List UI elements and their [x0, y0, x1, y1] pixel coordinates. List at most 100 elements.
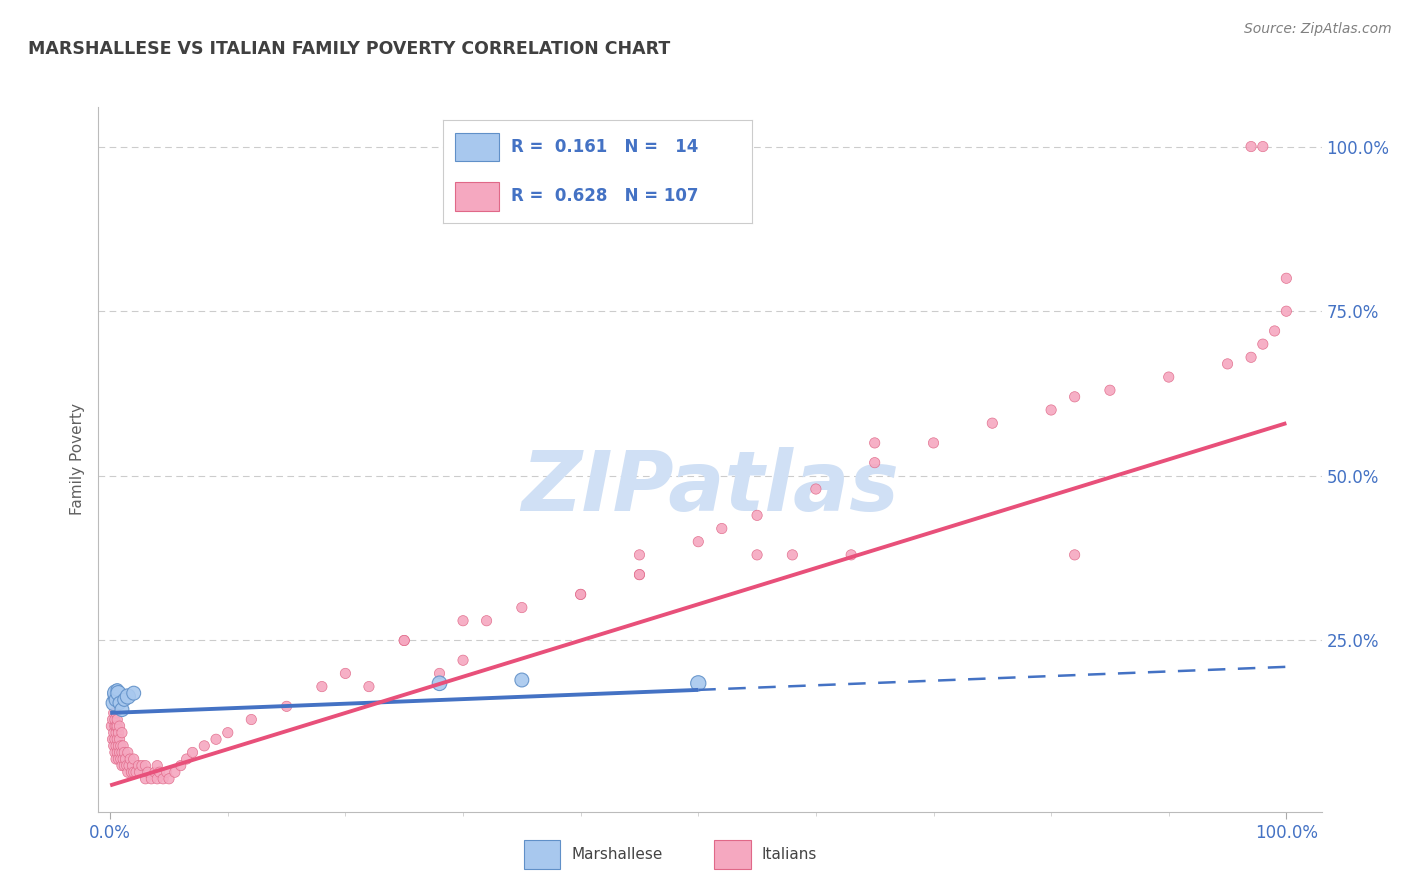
Point: [107, 739, 129, 753]
Point: [101, 732, 124, 747]
Point: [117, 765, 139, 780]
Point: [688, 676, 710, 690]
Point: [217, 725, 239, 739]
Point: [569, 587, 592, 601]
Point: [103, 696, 125, 710]
Text: Marshallese: Marshallese: [571, 847, 662, 862]
Point: [804, 482, 827, 496]
Point: [110, 752, 132, 766]
Point: [510, 673, 533, 687]
Point: [181, 746, 204, 760]
Point: [127, 758, 149, 772]
Point: [103, 739, 125, 753]
Point: [107, 752, 129, 766]
Point: [105, 692, 128, 706]
Point: [475, 614, 498, 628]
Point: [1098, 383, 1121, 397]
Point: [782, 548, 804, 562]
Point: [146, 758, 169, 772]
Point: [104, 713, 127, 727]
Point: [451, 653, 474, 667]
Point: [176, 752, 198, 766]
Point: [122, 765, 145, 780]
Point: [628, 567, 651, 582]
Point: [392, 633, 416, 648]
Point: [111, 758, 134, 772]
Text: ZIPatlas: ZIPatlas: [522, 447, 898, 528]
Point: [107, 725, 129, 739]
Point: [335, 666, 357, 681]
Point: [108, 746, 131, 760]
Point: [1216, 357, 1239, 371]
Point: [120, 765, 142, 780]
Point: [311, 680, 333, 694]
Point: [152, 772, 174, 786]
Point: [118, 758, 141, 772]
Point: [1240, 139, 1263, 153]
Point: [688, 534, 710, 549]
Point: [105, 713, 128, 727]
Point: [1157, 370, 1180, 384]
Point: [112, 746, 135, 760]
Point: [121, 758, 143, 772]
Point: [105, 682, 128, 697]
Point: [125, 765, 148, 780]
Point: [104, 746, 127, 760]
Point: [105, 725, 128, 739]
Point: [103, 706, 125, 720]
Point: [156, 765, 179, 780]
Text: Source: ZipAtlas.com: Source: ZipAtlas.com: [1244, 22, 1392, 37]
Point: [170, 758, 193, 772]
Point: [1240, 351, 1263, 365]
Point: [104, 690, 127, 704]
Text: MARSHALLESE VS ITALIAN FAMILY POVERTY CORRELATION CHART: MARSHALLESE VS ITALIAN FAMILY POVERTY CO…: [28, 40, 671, 58]
FancyBboxPatch shape: [456, 133, 499, 161]
Point: [205, 732, 228, 747]
Point: [122, 686, 145, 700]
Point: [136, 765, 159, 780]
Point: [111, 725, 134, 739]
Point: [112, 692, 135, 706]
Point: [429, 666, 451, 681]
Point: [745, 548, 768, 562]
Point: [710, 522, 733, 536]
Point: [103, 725, 125, 739]
Point: [105, 739, 128, 753]
Point: [451, 614, 474, 628]
Point: [569, 587, 592, 601]
Point: [1264, 324, 1286, 338]
FancyBboxPatch shape: [714, 840, 751, 869]
Point: [105, 746, 128, 760]
Point: [863, 436, 886, 450]
Point: [111, 746, 134, 760]
Point: [1275, 271, 1298, 285]
Point: [1251, 337, 1274, 351]
Point: [105, 719, 128, 733]
Point: [101, 713, 124, 727]
Point: [745, 508, 768, 523]
Point: [104, 732, 127, 747]
Point: [1063, 390, 1085, 404]
Point: [128, 765, 150, 780]
Point: [105, 706, 128, 720]
Point: [1251, 139, 1274, 153]
Point: [193, 739, 215, 753]
Point: [120, 752, 142, 766]
Point: [134, 772, 156, 786]
FancyBboxPatch shape: [524, 840, 561, 869]
Point: [157, 772, 180, 786]
Point: [1275, 304, 1298, 318]
Point: [429, 676, 451, 690]
Point: [112, 752, 135, 766]
Point: [240, 713, 263, 727]
Point: [105, 732, 128, 747]
Point: [922, 436, 945, 450]
Y-axis label: Family Poverty: Family Poverty: [70, 403, 86, 516]
Point: [108, 719, 131, 733]
Point: [108, 696, 131, 710]
Point: [149, 765, 172, 780]
Point: [628, 548, 651, 562]
Text: Italians: Italians: [762, 847, 817, 862]
Point: [112, 739, 135, 753]
Point: [122, 752, 145, 766]
